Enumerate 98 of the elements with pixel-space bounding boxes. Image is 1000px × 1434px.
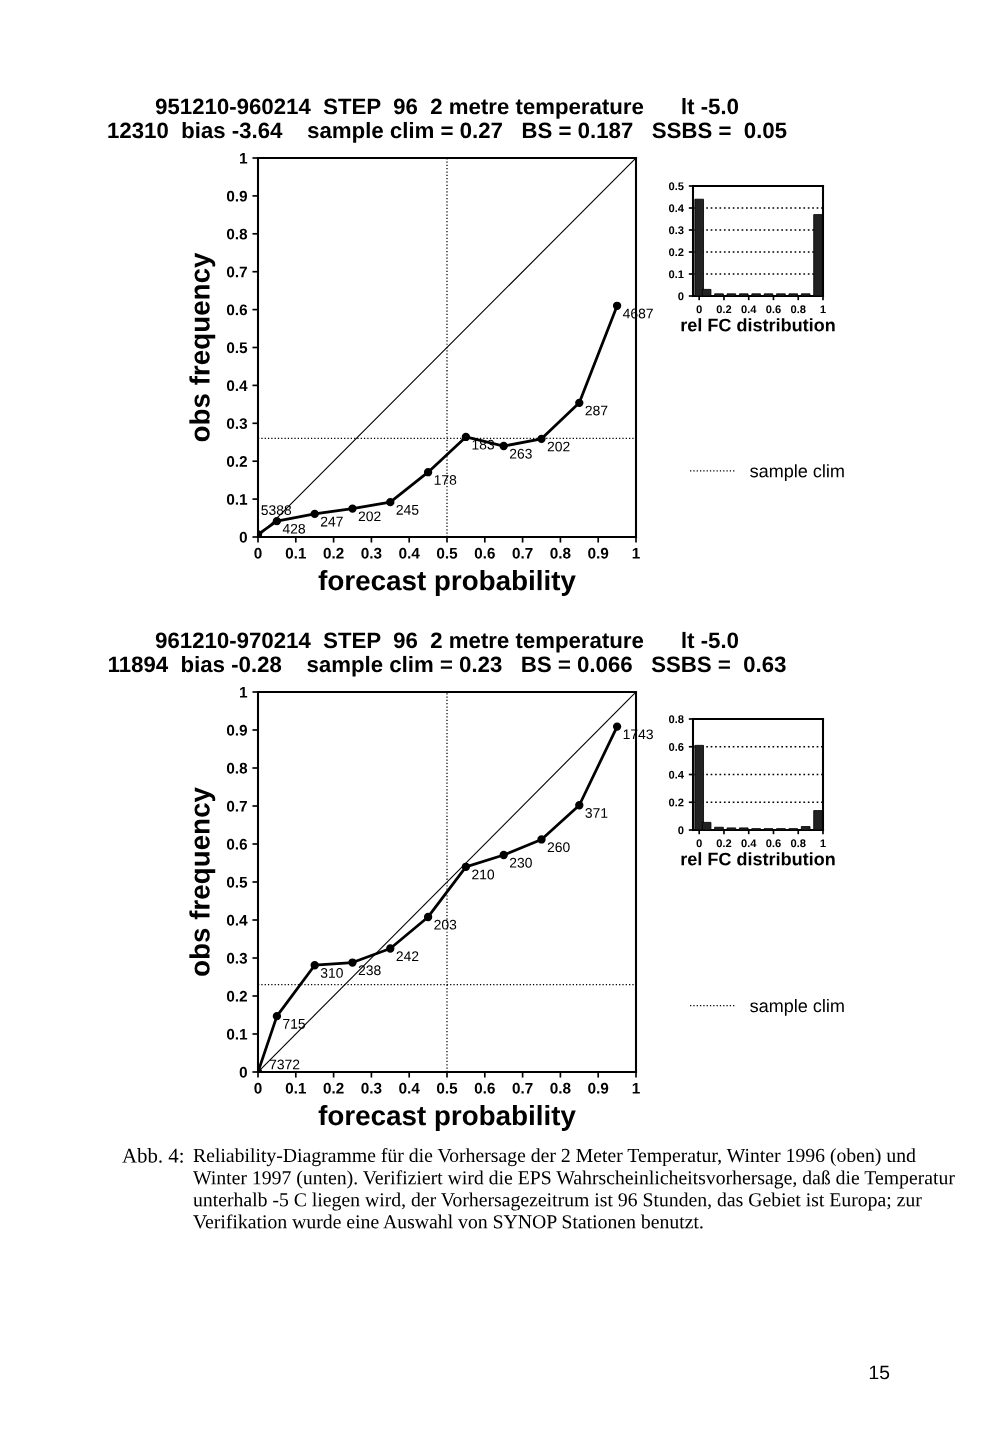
x-tick-label: 0: [696, 839, 702, 848]
y-tick-label: 0: [678, 292, 684, 301]
x-tick-label: 0.8: [550, 547, 571, 559]
x-tick-label: 1: [632, 547, 640, 559]
y-tick-label: 0.9: [226, 190, 248, 202]
x-tick-label: 0.3: [361, 1082, 382, 1094]
chart-title: 961210-970214 STEP 96 2 metre temperature lt -5.0: [155, 631, 739, 653]
annotation: 247: [320, 516, 343, 527]
x-tick-label: 0.6: [474, 1082, 495, 1094]
y-tick-label: 1: [240, 687, 248, 698]
x-tick-label: 0.8: [550, 1082, 571, 1094]
x-tick-label: 0.7: [512, 1082, 533, 1094]
y-tick-label: 0.2: [668, 248, 684, 257]
legend-label: sample clim: [750, 998, 844, 1016]
y-tick-label: 0.8: [226, 762, 248, 774]
annotation: 287: [585, 405, 608, 416]
y-tick-label: 0.1: [668, 270, 684, 279]
x-tick-label: 0.4: [741, 305, 757, 314]
x-tick-label: 0: [254, 1082, 262, 1094]
y-tick-label: 0.4: [668, 204, 684, 213]
y-tick-label: 0.8: [226, 228, 248, 240]
y-tick-label: 1: [240, 153, 248, 164]
y-tick-label: 0.3: [668, 226, 684, 235]
y-axis-title: obs frequency: [189, 252, 216, 442]
y-tick-label: 0.6: [668, 743, 684, 751]
x-tick-label: 1: [632, 1082, 640, 1094]
y-tick-label: 0.1: [226, 1028, 248, 1040]
x-tick-label: 0.7: [512, 547, 533, 559]
chart-subtitle: 11894 bias -0.28 sample clim = 0.23 BS = 0.066 SSBS = 0.63: [109, 655, 786, 677]
y-tick-label: 0.9: [226, 724, 248, 736]
chart-title: 951210-960214 STEP 96 2 metre temperature lt -5.0: [155, 98, 739, 119]
text: 15: [869, 1365, 890, 1380]
annotation: 238: [358, 965, 381, 976]
x-tick-label: 0.6: [474, 547, 495, 559]
y-tick-label: 0.3: [226, 952, 248, 964]
x-tick-label: 0.4: [741, 839, 757, 848]
x-tick-label: 0.6: [766, 305, 781, 314]
x-tick-label: 0.3: [361, 547, 382, 559]
annotation: 210: [472, 869, 495, 880]
y-tick-label: 0.5: [226, 342, 248, 354]
y-tick-label: 0.4: [226, 914, 248, 926]
annotation: 202: [358, 511, 381, 522]
annotation: 428: [282, 523, 306, 534]
x-tick-label: 0.6: [766, 839, 781, 848]
y-tick-label: 0.3: [226, 418, 248, 430]
x-tick-label: 0.2: [716, 305, 732, 314]
chart-subtitle: 12310 bias -3.64 sample clim = 0.27 BS = 0.187 SSBS = 0.05: [108, 121, 787, 143]
y-tick-label: 0.5: [226, 876, 248, 888]
annotation: 260: [547, 842, 570, 853]
legend-label: sample clim: [750, 464, 844, 481]
y-tick-label: 0.2: [668, 798, 684, 807]
y-axis-title: obs frequency: [189, 787, 216, 976]
x-axis-title: rel FC distribution: [681, 852, 835, 866]
x-tick-label: 0.1: [285, 1082, 306, 1094]
annotation: 263: [509, 448, 532, 459]
annotation: 371: [585, 808, 608, 818]
x-tick-label: 0.2: [716, 839, 732, 848]
y-tick-label: 0.4: [668, 770, 684, 779]
y-tick-label: 0.8: [668, 715, 684, 724]
y-tick-label: 0.7: [226, 266, 247, 278]
x-tick-label: 0.8: [790, 839, 806, 848]
y-tick-label: 0.2: [226, 456, 247, 467]
annotation: 178: [434, 474, 457, 485]
x-tick-label: 0.4: [399, 1082, 420, 1094]
y-tick-label: 0.4: [226, 380, 248, 392]
y-tick-label: 0: [678, 826, 684, 835]
annotation: 310: [320, 968, 343, 978]
x-tick-label: 0.4: [399, 547, 420, 559]
annotation: 202: [547, 441, 570, 452]
annotation: 7372: [269, 1059, 300, 1070]
x-tick-label: 0.2: [323, 547, 344, 559]
annotation: 203: [434, 919, 457, 930]
x-axis-title: forecast probability: [318, 569, 576, 596]
x-tick-label: 0.1: [285, 547, 306, 559]
x-tick-label: 0.8: [790, 305, 806, 314]
y-tick-label: 0: [239, 531, 247, 543]
x-tick-label: 0.5: [436, 1082, 458, 1094]
y-tick-label: 0.7: [226, 800, 247, 812]
y-tick-label: 0.5: [668, 182, 684, 191]
caption: Abb. 4:: [122, 1148, 183, 1163]
x-tick-label: 1: [820, 305, 826, 314]
x-tick-label: 0.9: [588, 1082, 609, 1094]
y-tick-label: 0.1: [226, 493, 248, 505]
annotation: 715: [283, 1019, 306, 1029]
x-axis-title: forecast probability: [318, 1104, 576, 1131]
x-axis-title: rel FC distribution: [681, 318, 835, 332]
annotation: 245: [396, 504, 419, 515]
x-tick-label: 0: [254, 547, 262, 559]
x-tick-label: 0.5: [436, 547, 458, 559]
x-tick-label: 0: [696, 305, 702, 314]
annotation: 230: [509, 857, 532, 868]
text: Reliability-Diagramme für die Vorhersage der 2 Meter Temperatur, Winter 1996 (oben) und Winter 1997 (unten). Verifiziert wird die EPS Wahrscheinlicheitsvorhersage, daß die Temperatur unterhalb -5 C liegen wird, der Vorhersagezeitrum ist 96 Stunden, das Gebiet ist Europa; zur Verifikation wurde eine Auswahl von SYNOP Stationen benutzt.: [193, 1148, 955, 1229]
annotation: 242: [396, 951, 419, 961]
x-tick-label: 0.2: [323, 1082, 344, 1094]
y-tick-label: 0: [239, 1066, 247, 1078]
x-tick-label: 1: [820, 839, 826, 848]
x-tick-label: 0.9: [588, 547, 609, 559]
y-tick-label: 0.2: [226, 990, 247, 1002]
